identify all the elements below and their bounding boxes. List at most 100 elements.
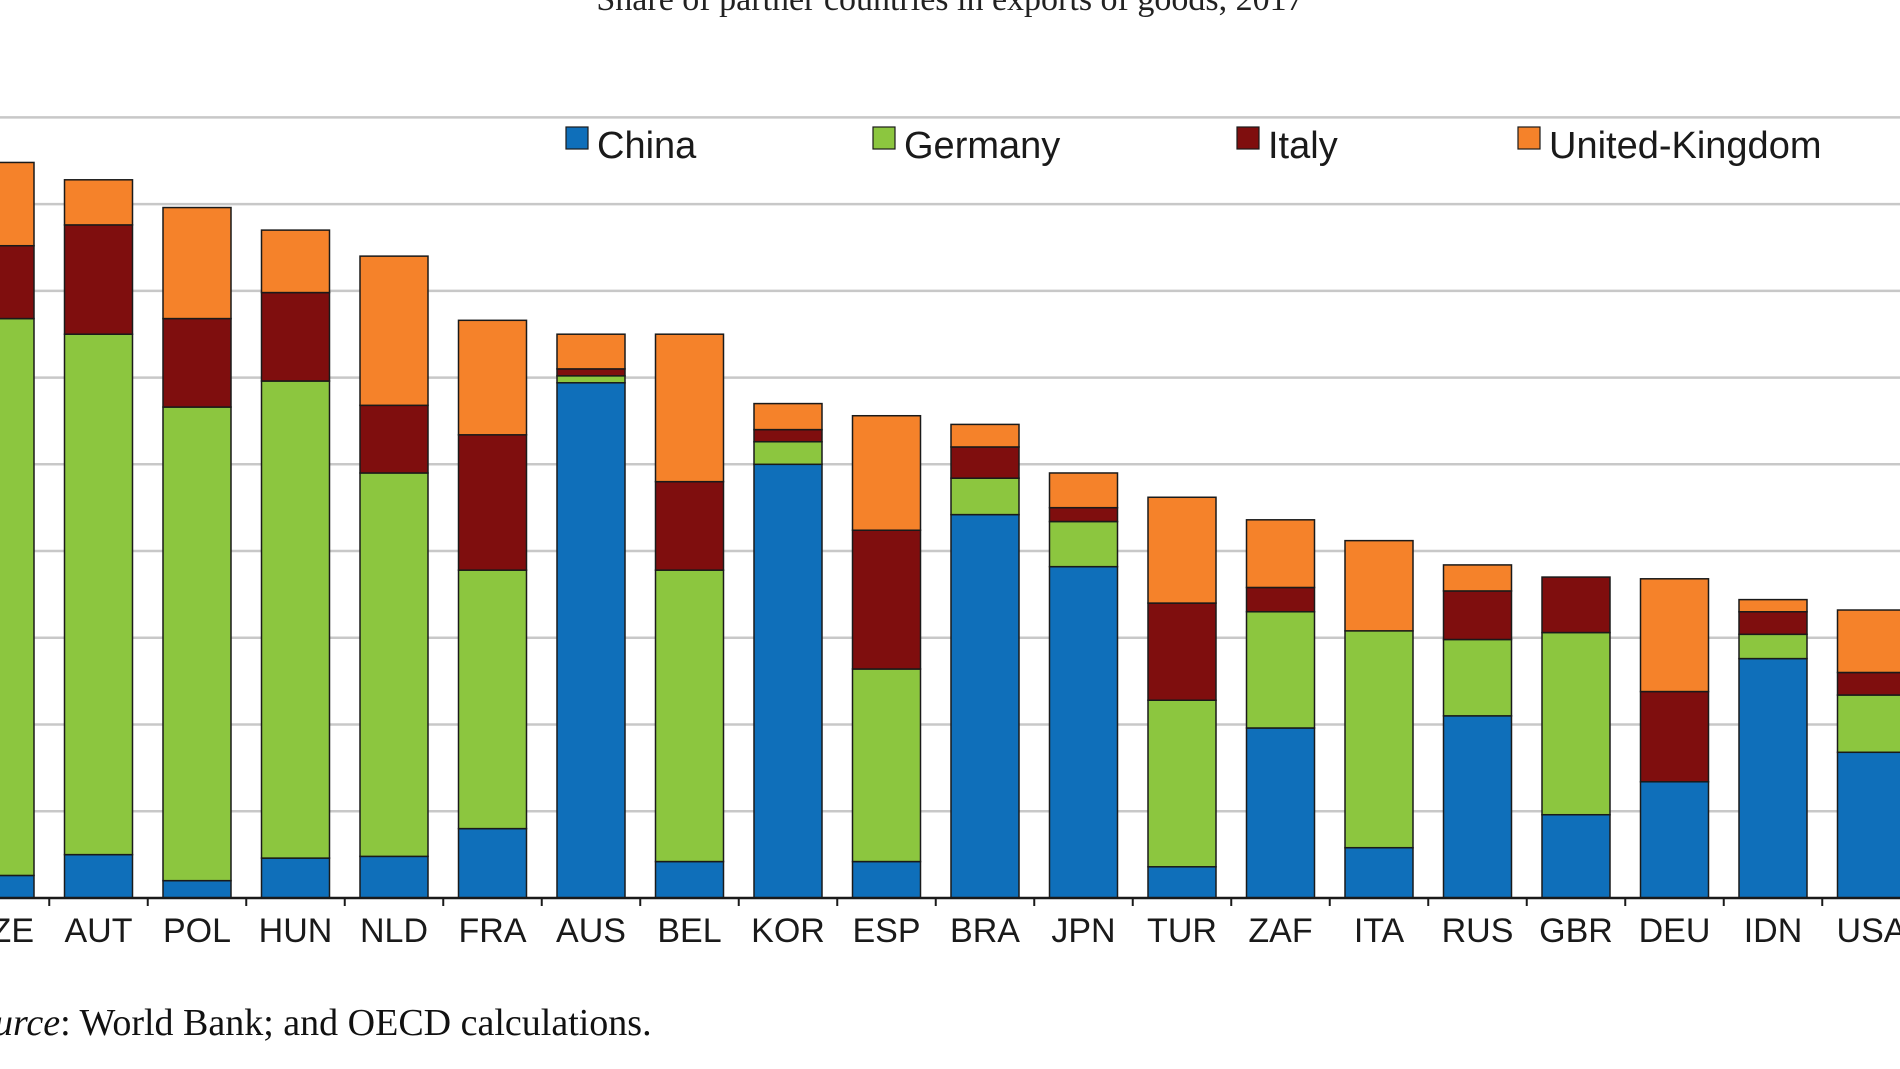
bar-segment-germany-cze [0,317,35,877]
bar-segment-china-jpn [1048,565,1119,899]
bar-segment-china-zaf [1245,727,1316,899]
x-tick-label: FRA [459,912,527,950]
bar-segment-germany-nld [359,472,429,858]
bar-segment-china-aut [63,853,134,899]
bar-segment-germany-esp [851,668,922,863]
bar-segment-italy-gbr [1541,576,1611,634]
bar-segment-china-gbr [1541,813,1611,899]
bar-segment-china-esp [851,860,922,899]
bar-segment-china-ita [1344,846,1414,899]
bar-segment-italy-aut [63,224,134,335]
bar-segment-germany-ita [1344,630,1414,849]
x-tick-label: RUS [1442,912,1514,950]
bar-segment-united-kingdom-fra [457,319,528,436]
bar-segment-united-kingdom-cze [0,161,35,247]
bar-segment-germany-usa [1836,694,1900,754]
bar-segment-italy-kor [753,428,823,443]
legend-swatch-germany [872,126,896,150]
source-text: : World Bank; and OECD calculations. [60,1002,651,1044]
bar-segment-germany-pol [162,406,232,882]
bar-segment-italy-hun [260,291,331,382]
bar-segment-italy-zaf [1245,586,1316,613]
bars [0,161,1900,899]
x-tick-label: AUT [65,912,133,950]
x-tick-label: USA [1837,912,1900,950]
bar-segment-china-bra [950,513,1020,899]
bar-segment-china-idn [1738,657,1808,899]
bar-segment-italy-tur [1147,602,1217,701]
x-tick-label: JPN [1051,912,1115,950]
bar-segment-italy-pol [162,317,232,408]
legend-swatch-china [565,126,589,150]
bar-segment-united-kingdom-tur [1147,496,1217,604]
x-axis: CZE AUT POL HUN NLD FRA AUS BEL KOR ESP BRA JPN TUR Z… [0,896,1900,950]
bar-segment-united-kingdom-bel [654,333,725,483]
legend-swatch-united-kingdom [1517,126,1541,150]
bar-segment-italy-bel [654,480,725,571]
x-tick-label: ITA [1354,912,1405,950]
bar-segment-china-hun [260,857,331,899]
bar-segment-united-kingdom-kor [753,402,823,431]
bar-segment-germany-idn [1738,633,1808,660]
bar-segment-germany-rus [1442,638,1513,717]
bar-segment-united-kingdom-zaf [1245,519,1316,589]
bar-segment-italy-idn [1738,611,1808,636]
x-tick-label: NLD [360,912,428,950]
bar-segment-germany-bel [654,569,725,863]
bar-segment-united-kingdom-bra [950,423,1020,448]
bar-segment-china-rus [1442,715,1513,899]
bar-segment-germany-aus [556,375,626,384]
bar-segment-china-nld [359,855,429,899]
bar-segment-united-kingdom-idn [1738,598,1808,613]
x-tick-label: TUR [1147,912,1217,950]
bar-segment-germany-aut [63,333,134,856]
bar-segment-germany-hun [260,380,331,859]
bar-segment-italy-esp [851,529,922,670]
bar-segment-germany-fra [457,569,528,830]
x-tick-label: ZAF [1248,912,1312,950]
bar-segment-italy-deu [1639,690,1710,783]
x-tick-label: DEU [1639,912,1711,950]
bar-segment-united-kingdom-deu [1639,578,1710,693]
bar-segment-italy-rus [1442,590,1513,641]
bar-segment-germany-jpn [1048,520,1119,568]
x-tick-label: AUS [556,912,626,950]
bar-segment-italy-cze [0,244,35,320]
bar-segment-china-cze [0,874,35,899]
chart-title: Share of partner countries in exports of… [596,0,1303,18]
bar-segment-united-kingdom-nld [359,255,429,407]
bar-segment-china-usa [1836,751,1900,899]
x-tick-label: HUN [259,912,333,950]
legend-label-germany: Germany [904,125,1060,167]
bar-segment-united-kingdom-ita [1344,539,1414,632]
bar-segment-china-fra [457,827,528,899]
bar-segment-united-kingdom-aus [556,333,626,370]
bar-segment-united-kingdom-usa [1836,609,1900,674]
bar-segment-united-kingdom-hun [260,229,331,294]
legend-label-china: China [597,125,697,167]
bar-segment-china-deu [1639,781,1710,899]
source-line: Source: World Bank; and OECD calculation… [0,1002,652,1044]
x-tick-label: POL [163,912,231,950]
bar-segment-china-pol [162,879,232,899]
legend-label-italy: Italy [1268,125,1338,167]
bar-segment-china-kor [753,463,823,899]
x-tick-label: ESP [852,912,920,950]
bar-segment-united-kingdom-pol [162,206,232,320]
bar-segment-germany-tur [1147,699,1217,868]
bar-segment-germany-kor [753,441,823,466]
x-tick-label: BRA [950,912,1020,950]
bar-segment-germany-bra [950,477,1020,516]
bar-segment-china-bel [654,860,725,899]
x-tick-label: IDN [1744,912,1803,950]
x-tick-label: GBR [1539,912,1613,950]
bar-segment-italy-aus [556,368,626,377]
bar-segment-china-tur [1147,866,1217,899]
legend-label-united-kingdom: United-Kingdom [1549,125,1821,167]
legend: China Germany Italy United-Kingdom [565,125,1821,167]
bar-segment-germany-gbr [1541,631,1611,816]
bar-segment-united-kingdom-aut [63,179,134,226]
x-tick-label: KOR [751,912,825,950]
bar-segment-italy-usa [1836,671,1900,696]
